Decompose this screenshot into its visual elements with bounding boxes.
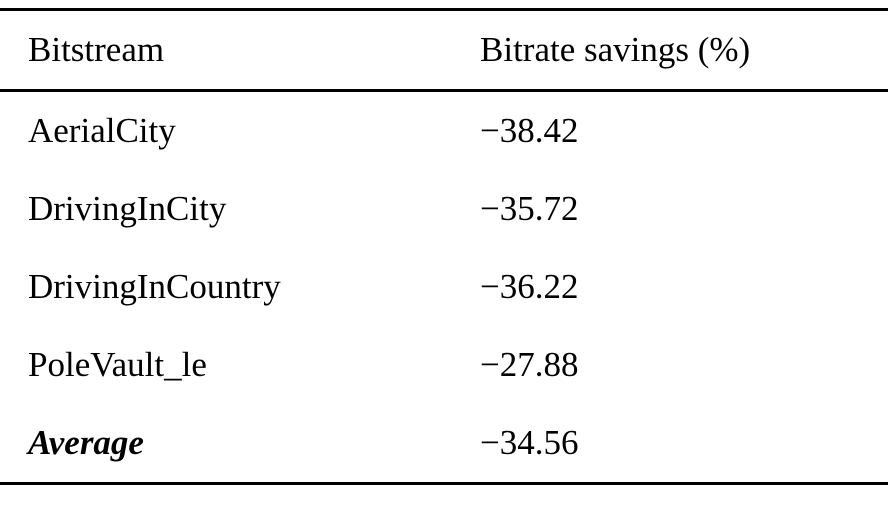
- table-row: DrivingInCity −35.72: [0, 170, 888, 248]
- bitstream-cell: PoleVault_le: [28, 345, 207, 384]
- table-row: AerialCity −38.42: [0, 91, 888, 171]
- column-header-bitrate-savings: Bitrate savings (%): [480, 9, 888, 92]
- savings-cell: −36.22: [480, 267, 579, 306]
- bitrate-savings-table: Bitstream Bitrate savings (%) AerialCity…: [0, 8, 888, 485]
- savings-cell: −27.88: [480, 345, 579, 384]
- table-row-average: Average −34.56: [0, 404, 888, 484]
- column-header-bitstream: Bitstream: [0, 9, 480, 92]
- savings-cell: −34.56: [480, 423, 579, 462]
- table-row: DrivingInCountry −36.22: [0, 248, 888, 326]
- header-row: Bitstream Bitrate savings (%): [0, 9, 888, 92]
- bitstream-cell: DrivingInCity: [28, 189, 227, 228]
- savings-cell: −38.42: [480, 111, 579, 150]
- table-row: PoleVault_le −27.88: [0, 326, 888, 404]
- bitstream-cell: DrivingInCountry: [28, 267, 281, 306]
- savings-cell: −35.72: [480, 189, 579, 228]
- average-label-cell: Average: [28, 423, 144, 462]
- bitstream-cell: AerialCity: [28, 111, 176, 150]
